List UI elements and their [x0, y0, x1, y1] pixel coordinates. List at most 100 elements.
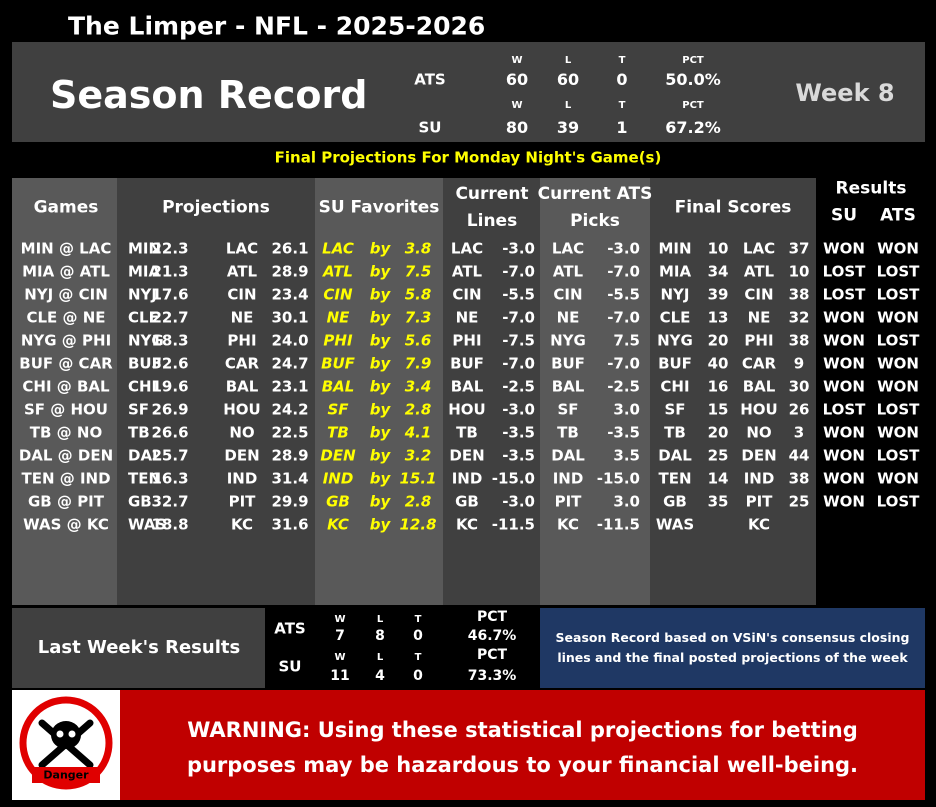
favorite: 12.8	[399, 515, 437, 534]
season-panel	[12, 42, 925, 142]
result-ats: LOST	[876, 285, 920, 304]
projection: CHI	[128, 377, 158, 396]
column-header: Results	[835, 178, 907, 199]
final-score: 9	[793, 354, 805, 373]
pick-spread: -11.5	[596, 515, 640, 534]
last-week-title: Last Week's Results	[37, 637, 241, 658]
favorite: DEN	[320, 446, 356, 465]
result-su: WON	[823, 469, 865, 488]
final-score: 10	[707, 239, 729, 258]
record-value: 67.2%	[665, 118, 721, 137]
final-score: HOU	[740, 400, 778, 419]
line-spread: -3.0	[502, 492, 535, 511]
final-score: 44	[788, 446, 810, 465]
final-score: NYJ	[660, 285, 690, 304]
final-score: 14	[707, 469, 729, 488]
line-spread: -3.5	[502, 446, 535, 465]
pick-spread: -3.0	[607, 239, 640, 258]
favorite: by	[369, 262, 391, 281]
projection: 26.6	[151, 423, 189, 442]
final-score: GB	[663, 492, 687, 511]
line-spread: -7.0	[502, 308, 535, 327]
line-team: GB	[455, 492, 479, 511]
column-band	[12, 178, 117, 605]
favorite: PHI	[323, 331, 353, 350]
result-ats: WON	[877, 354, 919, 373]
favorite: 15.1	[399, 469, 437, 488]
banner: Final Projections For Monday Night's Gam…	[274, 148, 662, 167]
favorite: by	[369, 285, 391, 304]
result-su: WON	[823, 308, 865, 327]
result-su: WON	[823, 423, 865, 442]
pick-team: ATL	[552, 262, 584, 281]
final-score: 26	[788, 400, 810, 419]
projection: 25.7	[151, 446, 189, 465]
line-team: NE	[455, 308, 479, 327]
projection: PHI	[227, 331, 257, 350]
projection: HOU	[223, 400, 261, 419]
record-value: 60	[505, 70, 529, 89]
projection: BAL	[225, 377, 259, 396]
final-score: DEN	[741, 446, 777, 465]
line-spread: -7.0	[502, 262, 535, 281]
pick-team: NE	[556, 308, 580, 327]
favorite: ATL	[323, 262, 353, 281]
column-band	[650, 178, 816, 605]
line-team: BAL	[450, 377, 484, 396]
final-score: LAC	[742, 239, 776, 258]
column-header: Final Scores	[674, 197, 792, 218]
favorite: by	[369, 400, 391, 419]
projection: MIA	[128, 262, 161, 281]
favorite: GB	[326, 492, 350, 511]
projection: 28.9	[271, 262, 309, 281]
game: CHI @ BAL	[22, 377, 110, 396]
favorite: KC	[327, 515, 349, 534]
line-team: ATL	[451, 262, 483, 281]
projection: 19.6	[151, 377, 189, 396]
game: BUF @ CAR	[19, 354, 113, 373]
warning-box	[120, 690, 925, 800]
final-score: MIA	[658, 262, 692, 281]
last-week-box	[265, 608, 540, 688]
record-column: L	[376, 652, 384, 663]
favorite: 2.8	[404, 492, 432, 511]
game: DAL @ DEN	[18, 446, 114, 465]
projection: ATL	[226, 262, 258, 281]
result-ats: WON	[877, 469, 919, 488]
pick-team: NYG	[550, 331, 586, 350]
result-su: WON	[823, 377, 865, 396]
final-score: MIN	[658, 239, 692, 258]
pick-team: BAL	[551, 377, 585, 396]
projection: 24.2	[271, 400, 309, 419]
result-su: WON	[823, 446, 865, 465]
favorite: BAL	[321, 377, 355, 396]
final-score: PHI	[744, 331, 774, 350]
favorite: by	[369, 239, 391, 258]
projection: NYG	[128, 331, 164, 350]
pick-spread: -7.0	[607, 262, 640, 281]
projection: SF	[128, 400, 150, 419]
projection: 31.6	[271, 515, 309, 534]
record-column: T	[618, 100, 626, 111]
record-value: 1	[616, 118, 628, 137]
final-score: 25	[707, 446, 729, 465]
result-su: LOST	[822, 262, 866, 281]
favorite: IND	[322, 469, 354, 488]
column-header: Current ATS Picks	[537, 184, 653, 231]
projection: 30.1	[271, 308, 309, 327]
line-team: KC	[456, 515, 478, 534]
favorite: by	[369, 515, 391, 534]
pick-team: BUF	[551, 354, 585, 373]
final-score: CHI	[660, 377, 690, 396]
projection: 22.5	[271, 423, 309, 442]
record-column: T	[414, 614, 422, 625]
result-su: LOST	[822, 285, 866, 304]
projection: CLE	[128, 308, 159, 327]
final-score: IND	[743, 469, 775, 488]
projection: NO	[229, 423, 255, 442]
pick-team: KC	[557, 515, 579, 534]
line-spread: -3.0	[502, 400, 535, 419]
last-week-panel	[12, 608, 265, 688]
result-su: WON	[823, 239, 865, 258]
projection: 26.9	[151, 400, 189, 419]
